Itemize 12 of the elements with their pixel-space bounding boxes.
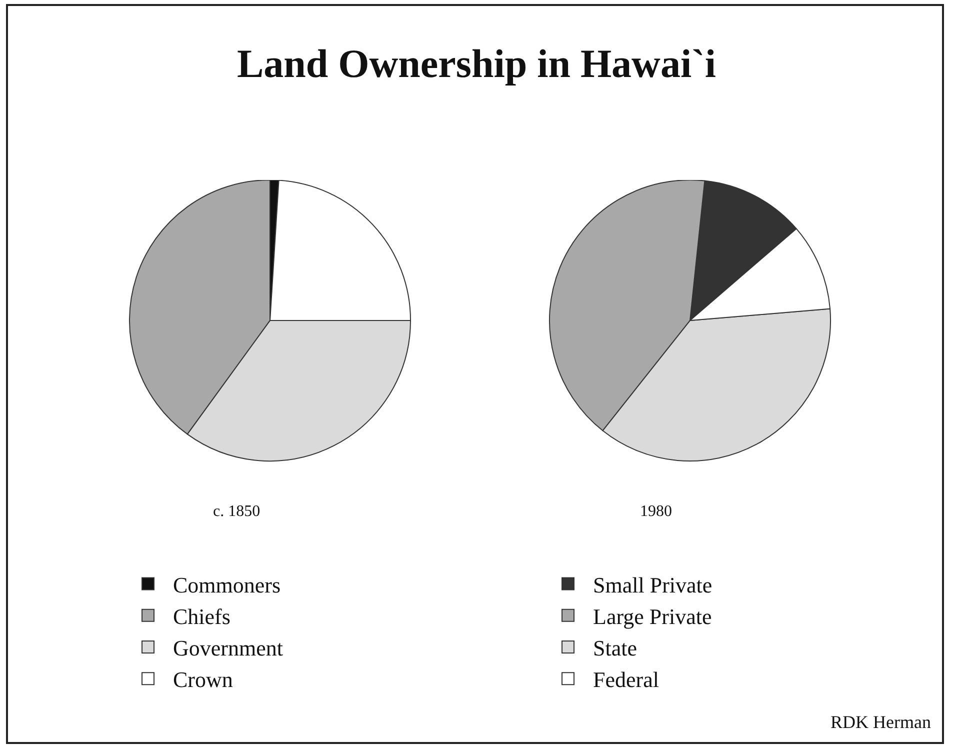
legend-label: Large Private	[593, 604, 712, 629]
legend-label: State	[593, 636, 637, 661]
text: 1980	[640, 503, 672, 520]
legend-label: Small Private	[593, 572, 712, 598]
text: RDK Herman	[830, 712, 931, 733]
legend-label: Government	[173, 636, 283, 661]
legend-label: Commoners	[173, 572, 281, 598]
legend-label: Chiefs	[173, 604, 230, 629]
chart-title: Land Ownership in Hawai`i	[236, 40, 717, 87]
legend-label: Crown	[173, 667, 233, 692]
text: c. 1850	[213, 503, 260, 520]
legend-label: Federal	[593, 667, 659, 692]
